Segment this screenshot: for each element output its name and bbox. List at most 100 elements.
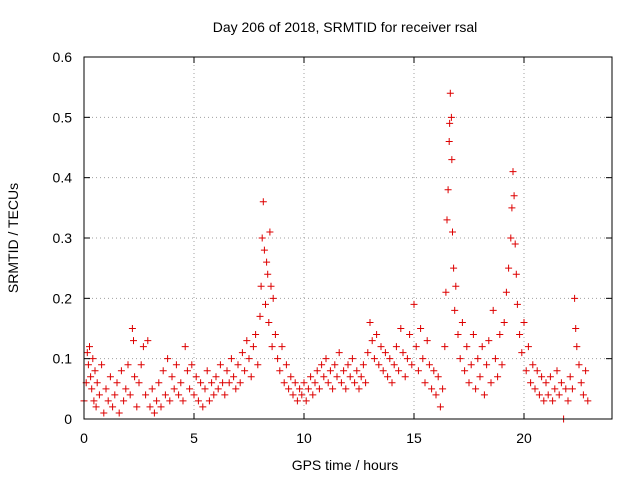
- data-point: [357, 373, 365, 381]
- data-point: [579, 391, 587, 399]
- data-point: [234, 361, 242, 369]
- data-point: [258, 234, 266, 242]
- data-point: [388, 379, 396, 387]
- data-point: [93, 379, 101, 387]
- data-point: [476, 373, 484, 381]
- data-point: [223, 367, 231, 375]
- data-point: [300, 379, 308, 387]
- data-point: [366, 318, 374, 326]
- data-point: [485, 337, 493, 345]
- chart-title: Day 206 of 2018, SRMTID for receiver rsa…: [213, 19, 478, 35]
- y-tick-label: 0.3: [53, 230, 73, 246]
- data-point: [122, 385, 130, 393]
- data-point: [266, 228, 274, 236]
- data-point: [410, 300, 418, 308]
- data-point: [331, 361, 339, 369]
- data-point: [370, 355, 378, 363]
- data-point: [203, 367, 211, 375]
- data-point: [337, 379, 345, 387]
- data-point: [124, 361, 132, 369]
- data-point: [230, 373, 238, 381]
- data-point: [553, 367, 561, 375]
- data-point: [212, 373, 220, 381]
- data-point: [153, 397, 161, 405]
- data-point: [245, 355, 253, 363]
- data-point: [146, 403, 154, 411]
- data-point: [508, 204, 516, 212]
- data-point: [142, 391, 150, 399]
- data-point: [535, 391, 543, 399]
- x-tick-labels: 0 5 10 15 20: [80, 430, 532, 446]
- data-point: [188, 361, 196, 369]
- data-point: [434, 373, 442, 381]
- data-point: [498, 361, 506, 369]
- data-point: [131, 373, 139, 381]
- data-point: [219, 379, 227, 387]
- data-point: [296, 385, 304, 393]
- data-point: [179, 397, 187, 405]
- data-point: [423, 337, 431, 345]
- grid-lines: [84, 57, 612, 419]
- data-point: [181, 343, 189, 351]
- data-point: [102, 385, 110, 393]
- data-point: [89, 355, 97, 363]
- data-point: [227, 355, 235, 363]
- data-point: [401, 373, 409, 381]
- data-point: [544, 391, 552, 399]
- data-point: [412, 343, 420, 351]
- data-point: [524, 343, 532, 351]
- data-point: [454, 331, 462, 339]
- data-point: [329, 385, 337, 393]
- data-point: [100, 409, 108, 417]
- data-point: [507, 234, 515, 242]
- data-point: [540, 397, 548, 405]
- data-point: [448, 156, 456, 164]
- data-point: [509, 168, 517, 176]
- data-point: [445, 137, 453, 145]
- data-point: [447, 113, 455, 121]
- data-point: [449, 228, 456, 236]
- axis-ticks: [83, 56, 612, 420]
- y-tick-label: 0: [64, 411, 72, 427]
- data-point: [399, 349, 407, 357]
- data-point: [320, 373, 328, 381]
- data-point: [533, 367, 541, 375]
- data-point: [88, 385, 96, 393]
- data-point: [205, 397, 213, 405]
- data-point: [92, 403, 100, 411]
- y-tick-label: 0.1: [53, 351, 73, 367]
- data-point: [221, 391, 229, 399]
- data-point: [216, 361, 224, 369]
- data-point: [364, 349, 372, 357]
- data-point: [469, 331, 477, 339]
- data-point: [128, 325, 136, 332]
- data-point: [302, 397, 310, 405]
- data-point: [304, 385, 312, 393]
- data-point: [450, 264, 458, 272]
- data-point: [262, 300, 269, 308]
- data-point: [104, 397, 112, 405]
- data-point: [513, 300, 521, 308]
- data-point: [83, 349, 91, 357]
- data-point: [144, 337, 152, 345]
- data-point: [183, 367, 191, 375]
- data-point: [172, 361, 180, 369]
- x-tick-label: 10: [296, 430, 312, 446]
- data-point: [375, 361, 383, 369]
- data-point: [373, 331, 381, 339]
- y-tick-label: 0.6: [53, 49, 73, 65]
- data-point: [551, 385, 559, 393]
- data-point: [344, 361, 352, 369]
- data-point: [271, 331, 279, 339]
- data-point: [197, 379, 205, 387]
- data-point: [130, 337, 137, 345]
- data-point: [243, 337, 251, 345]
- data-point: [557, 379, 565, 387]
- data-point: [274, 355, 282, 363]
- data-point: [247, 373, 255, 381]
- data-point: [573, 343, 581, 351]
- data-point: [298, 391, 306, 399]
- data-point: [531, 385, 539, 393]
- data-point: [487, 379, 495, 387]
